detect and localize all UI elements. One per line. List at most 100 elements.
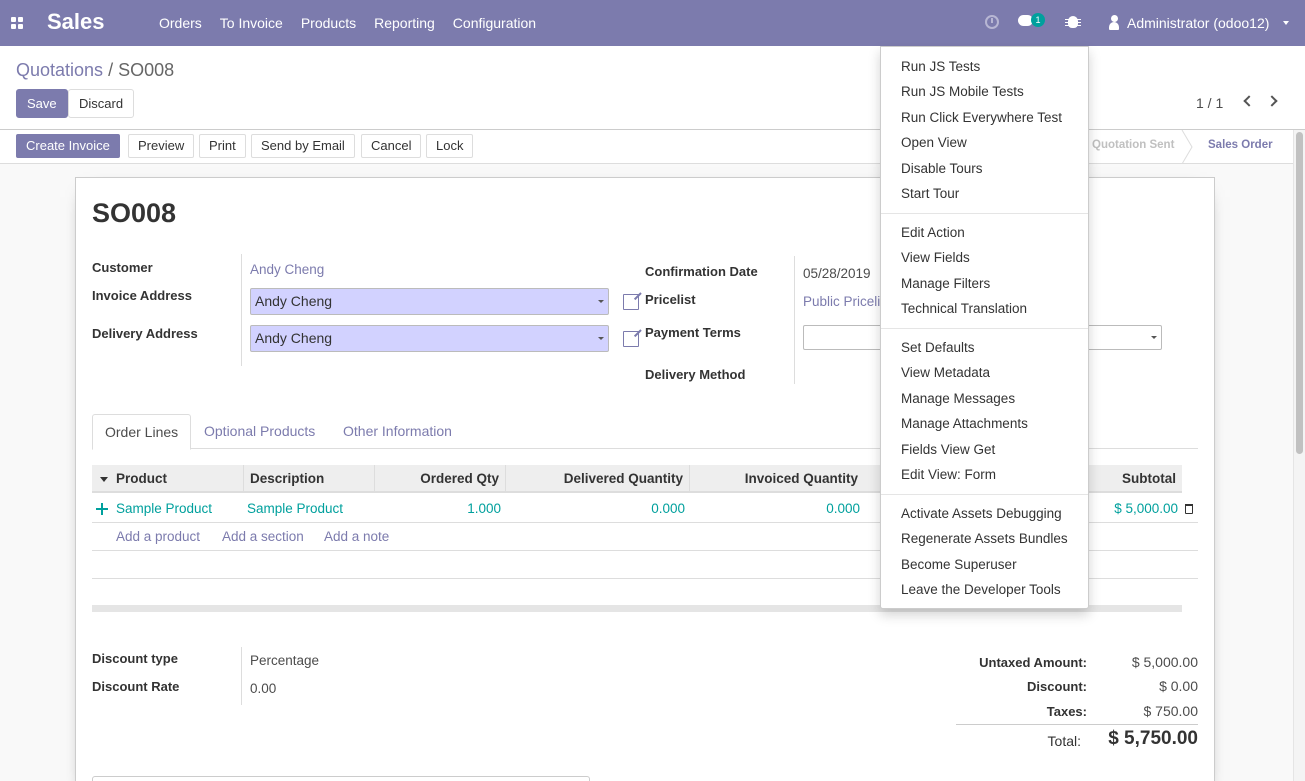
form-statusbar: Create Invoice Preview Print Send by Ema… [0, 130, 1293, 164]
untaxed-amount-value: $ 5,000.00 [1131, 654, 1198, 670]
top-navbar: Sales Orders To Invoice Products Reporti… [0, 0, 1305, 46]
terms-note-field[interactable] [92, 776, 590, 781]
row-delivered-qty[interactable]: 0.000 [651, 501, 685, 516]
menu-edit-action[interactable]: Edit Action [901, 225, 965, 240]
delete-row-trash-icon[interactable] [1185, 504, 1193, 514]
menu-orders[interactable]: Orders [159, 15, 202, 31]
stage-arrow-icon [1181, 130, 1193, 164]
invoice-address-caret-icon[interactable] [598, 300, 604, 303]
column-ordered-qty[interactable]: Ordered Qty [374, 465, 505, 493]
confirmation-date-value: 05/28/2019 [803, 266, 871, 281]
add-note-link[interactable]: Add a note [324, 529, 390, 544]
row-product[interactable]: Sample Product [116, 501, 213, 516]
taxes-label: Taxes: [1046, 704, 1087, 719]
delivery-address-caret-icon[interactable] [598, 337, 604, 340]
menu-products[interactable]: Products [300, 15, 357, 31]
menu-run-js-tests[interactable]: Run JS Tests [901, 59, 981, 74]
menu-run-click-everywhere-test[interactable]: Run Click Everywhere Test [901, 110, 1063, 125]
save-button[interactable]: Save [16, 89, 68, 118]
print-button[interactable]: Print [199, 134, 246, 158]
column-invoiced-quantity[interactable]: Invoiced Quantity [689, 465, 864, 493]
sort-caret-icon[interactable] [100, 477, 108, 482]
breadcrumb-current: SO008 [118, 60, 175, 80]
menu-technical-translation[interactable]: Technical Translation [901, 301, 1028, 316]
row-divider [92, 578, 1198, 579]
invoice-address-external-link-icon[interactable] [623, 294, 639, 310]
menu-run-js-mobile-tests[interactable]: Run JS Mobile Tests [901, 84, 1024, 99]
menu-start-tour[interactable]: Start Tour [901, 186, 960, 201]
delivery-address-field[interactable]: Andy Cheng [250, 325, 609, 352]
payment-terms-label: Payment Terms [645, 325, 741, 340]
user-avatar-icon[interactable] [1109, 15, 1119, 30]
form-scrollbar[interactable] [1293, 130, 1305, 781]
menu-activate-assets-debugging[interactable]: Activate Assets Debugging [901, 506, 1062, 521]
menu-leave-developer-tools[interactable]: Leave the Developer Tools [901, 582, 1061, 597]
breadcrumb-separator: / [108, 60, 114, 80]
stage-sales-order[interactable]: Sales Order [1208, 139, 1273, 151]
drag-handle-icon[interactable] [96, 503, 108, 515]
menu-manage-filters[interactable]: Manage Filters [901, 276, 991, 291]
preview-button[interactable]: Preview [128, 134, 195, 158]
send-by-email-button[interactable]: Send by Email [251, 134, 355, 158]
menu-to-invoice[interactable]: To Invoice [219, 15, 283, 31]
row-subtotal[interactable]: $ 5,000.00 [1114, 501, 1178, 516]
discount-type-value[interactable]: Percentage [250, 653, 320, 668]
invoice-address-value: Andy Cheng [255, 293, 333, 309]
debug-bug-icon[interactable] [1065, 16, 1081, 28]
customer-label: Customer [92, 260, 153, 275]
menu-configuration[interactable]: Configuration [452, 15, 537, 31]
cancel-button[interactable]: Cancel [361, 134, 422, 158]
apps-menu-icon[interactable] [11, 17, 23, 29]
stage-quotation-sent[interactable]: Quotation Sent [1092, 139, 1175, 151]
row-description[interactable]: Sample Product [247, 501, 344, 516]
chat-counter-badge: 1 [1031, 13, 1045, 27]
row-divider [92, 550, 1198, 551]
customer-field[interactable]: Andy Cheng [250, 262, 325, 277]
menu-disable-tours[interactable]: Disable Tours [901, 161, 983, 176]
discount-rate-label: Discount Rate [92, 679, 180, 694]
field-separator-right [794, 256, 795, 384]
menu-manage-messages[interactable]: Manage Messages [901, 391, 1016, 406]
menu-become-superuser[interactable]: Become Superuser [901, 557, 1017, 572]
menu-view-fields[interactable]: View Fields [901, 250, 970, 265]
menu-manage-attachments[interactable]: Manage Attachments [901, 416, 1028, 431]
menu-view-metadata[interactable]: View Metadata [901, 365, 991, 380]
tab-optional-products[interactable]: Optional Products [204, 423, 316, 439]
payment-terms-caret-icon[interactable] [1151, 336, 1157, 339]
pager-next-icon[interactable] [1266, 95, 1278, 107]
column-product[interactable]: Product [116, 471, 168, 486]
user-menu[interactable]: Administrator (odoo12) [1127, 15, 1270, 31]
breadcrumb-quotations[interactable]: Quotations [16, 60, 104, 80]
menu-reporting[interactable]: Reporting [374, 15, 435, 31]
activity-clock-icon[interactable] [985, 15, 999, 29]
taxes-value: $ 750.00 [1143, 703, 1199, 719]
menu-edit-view-form[interactable]: Edit View: Form [901, 467, 997, 482]
add-section-link[interactable]: Add a section [222, 529, 304, 544]
scrollbar-thumb[interactable] [1296, 132, 1303, 454]
pricelist-label: Pricelist [645, 292, 696, 307]
pricelist-field[interactable]: Public Pricelist [803, 294, 891, 309]
add-product-link[interactable]: Add a product [116, 529, 201, 544]
app-brand[interactable]: Sales [47, 9, 105, 34]
tab-order-lines[interactable]: Order Lines [92, 414, 192, 450]
column-description[interactable]: Description [243, 465, 374, 493]
user-caret-down-icon[interactable] [1283, 21, 1289, 25]
invoice-address-field[interactable]: Andy Cheng [250, 288, 609, 315]
row-ordered-qty[interactable]: 1.000 [467, 501, 501, 516]
discount-rate-value[interactable]: 0.00 [250, 681, 277, 696]
tab-other-information[interactable]: Other Information [343, 423, 452, 439]
create-invoice-button[interactable]: Create Invoice [16, 134, 120, 158]
menu-fields-view-get[interactable]: Fields View Get [901, 442, 996, 457]
menu-open-view[interactable]: Open View [901, 135, 967, 150]
pager-previous-icon[interactable] [1243, 95, 1255, 107]
table-row[interactable]: Sample Product Sample Product 1.000 0.00… [92, 495, 1198, 523]
lock-button[interactable]: Lock [426, 134, 474, 158]
delivery-address-external-link-icon[interactable] [623, 331, 639, 347]
menu-set-defaults[interactable]: Set Defaults [901, 340, 975, 355]
row-invoiced-qty[interactable]: 0.000 [826, 501, 860, 516]
column-delivered-quantity[interactable]: Delivered Quantity [505, 465, 689, 493]
menu-regenerate-assets-bundles[interactable]: Regenerate Assets Bundles [901, 531, 1068, 546]
chat-icon[interactable] [1018, 15, 1033, 26]
discount-total-label: Discount: [1027, 679, 1087, 694]
discard-button[interactable]: Discard [68, 89, 135, 118]
